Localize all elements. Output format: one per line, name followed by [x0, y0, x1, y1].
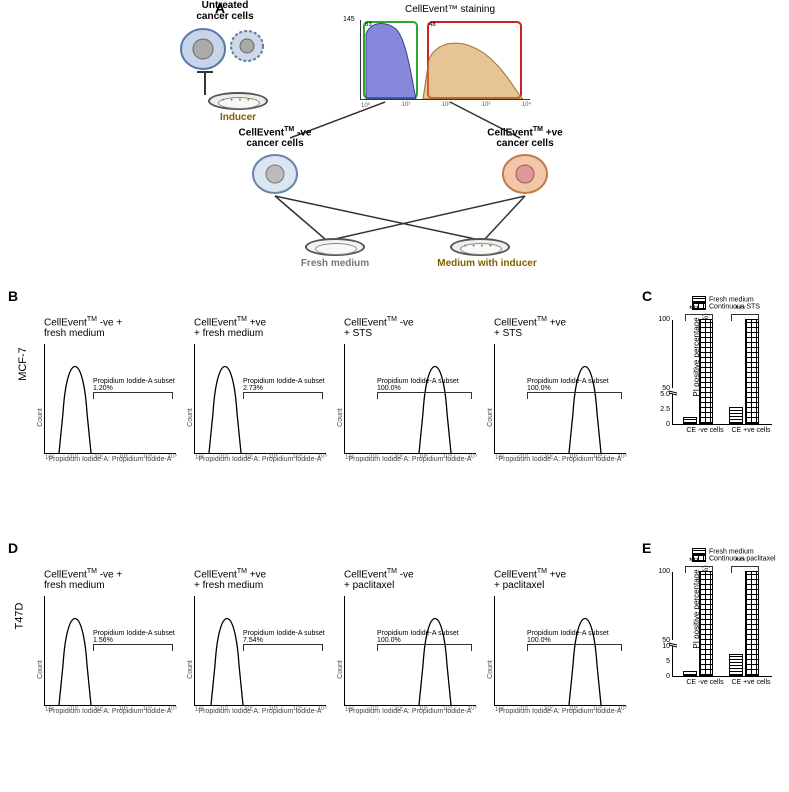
facs-panel: CellEventTM -ve +fresh mediumCountPropid…	[44, 316, 184, 463]
facs-xticks: 10⁰10¹10²10³10⁴10⁵	[495, 706, 627, 713]
gate-bracket	[527, 392, 622, 400]
facs-y-axis: Count	[337, 408, 344, 427]
facs-xticks: 10⁰10¹10²10³10⁴10⁵	[345, 454, 477, 461]
facs-panel: CellEventTM -ve+ STSCountPropidium Iodid…	[344, 316, 484, 463]
facs-plot: CountPropidium Iodide-A subset100.0%10⁰1…	[344, 344, 476, 454]
gate-bracket	[377, 392, 472, 400]
gate-bracket	[527, 644, 622, 652]
bar	[683, 671, 697, 676]
facs-xticks: 10⁰10¹10²10³10⁴10⁵	[195, 706, 327, 713]
facs-panel: CellEventTM +ve+ STSCountPropidium Iodid…	[494, 316, 634, 463]
gate-bracket-label: Propidium Iodide-A subset100.0%	[527, 378, 609, 392]
bar-chart-c: Fresh medium Continuous STS PI positive …	[648, 298, 783, 448]
facs-xticks: 10⁰10¹10²10³10⁴10⁵	[195, 454, 327, 461]
bar	[683, 417, 697, 424]
significance-stars: ***	[689, 304, 700, 314]
facs-plot: CountPropidium Iodide-A subset1.20%10⁰10…	[44, 344, 176, 454]
facs-title: CellEventTM -ve +fresh medium	[44, 568, 184, 594]
facs-panel: CellEventTM -ve +fresh mediumCountPropid…	[44, 568, 184, 715]
facs-y-axis: Count	[37, 408, 44, 427]
untreated-label: Untreatedcancer cells	[180, 0, 270, 22]
inhibitor-arrow-icon	[190, 67, 220, 97]
hist-ymax: 145	[343, 16, 355, 23]
bar-chart-e: Fresh medium Continuous paclitaxel PI po…	[648, 550, 783, 700]
facs-y-axis: Count	[37, 660, 44, 679]
bar	[745, 571, 759, 676]
medium-inducer-label: Medium with inducer	[422, 258, 552, 269]
facs-title: CellEventTM -ve+ paclitaxel	[344, 568, 484, 594]
bar	[729, 654, 743, 677]
facs-panel: CellEventTM -ve+ paclitaxelCountPropidiu…	[344, 568, 484, 715]
facs-xticks: 10⁰10¹10²10³10⁴10⁵	[45, 454, 177, 461]
facs-plot: CountPropidium Iodide-A subset7.54%10⁰10…	[194, 596, 326, 706]
gate-bracket	[243, 644, 323, 652]
neg-cell-label: CellEventTM -vecancer cells	[220, 126, 330, 149]
facs-xticks: 10⁰10¹10²10³10⁴10⁵	[45, 706, 177, 713]
facs-y-axis: Count	[187, 408, 194, 427]
significance-stars: ***	[735, 304, 746, 314]
facs-title: CellEventTM +ve+ STS	[494, 316, 634, 342]
pos-cell-label: CellEventTM +vecancer cells	[470, 126, 580, 149]
row-d-cell-line: T47D	[13, 603, 25, 630]
facs-y-axis: Count	[187, 660, 194, 679]
facs-panel: CellEventTM +ve+ fresh mediumCountPropid…	[194, 568, 334, 715]
cellevent-staining-label: CellEvent™ staining	[385, 4, 515, 15]
row-b-cell-line: MCF-7	[17, 347, 29, 381]
bar	[699, 571, 713, 676]
cellevent-histogram: 145 83 48 10⁰10¹10²10³10⁴	[360, 20, 530, 100]
facs-title: CellEventTM -ve+ STS	[344, 316, 484, 342]
significance-stars: ***	[735, 556, 746, 566]
gate-bracket-label: Propidium Iodide-A subset1.56%	[93, 630, 175, 644]
facs-title: CellEventTM -ve +fresh medium	[44, 316, 184, 342]
inducer-label-top: Inducer	[210, 112, 266, 123]
facs-y-axis: Count	[337, 660, 344, 679]
facs-panel: CellEventTM +ve+ paclitaxelCountPropidiu…	[494, 568, 634, 715]
facs-panel: CellEventTM +ve+ fresh mediumCountPropid…	[194, 316, 334, 463]
gate-bracket-label: Propidium Iodide-A subset100.0%	[377, 378, 459, 392]
gate2-count: 48	[429, 22, 436, 28]
pos-cell-icon	[500, 152, 550, 196]
facs-title: CellEventTM +ve+ fresh medium	[194, 568, 334, 594]
facs-y-axis: Count	[487, 660, 494, 679]
fresh-medium-dish	[305, 238, 365, 256]
gate-bracket	[93, 644, 173, 652]
facs-plot: CountPropidium Iodide-A subset100.0%10⁰1…	[344, 596, 476, 706]
panel-a-diagram: Untreatedcancer cells CellEvent™ stainin…	[160, 2, 640, 272]
inducer-dish-bottom: • • • •	[450, 238, 510, 256]
facs-plot: CountPropidium Iodide-A subset1.56%10⁰10…	[44, 596, 176, 706]
significance-stars: ***	[689, 556, 700, 566]
gate-bracket	[93, 392, 173, 400]
gate-bracket-label: Propidium Iodide-A subset7.54%	[243, 630, 325, 644]
gate-bracket-label: Propidium Iodide-A subset100.0%	[377, 630, 459, 644]
gate-bracket-label: Propidium Iodide-A subset1.20%	[93, 378, 175, 392]
gate-bracket-label: Propidium Iodide-A subset2.73%	[243, 378, 325, 392]
bar	[745, 319, 759, 424]
neg-cell-icon	[250, 152, 300, 196]
facs-title: CellEventTM +ve+ paclitaxel	[494, 568, 634, 594]
facs-y-axis: Count	[487, 408, 494, 427]
facs-xticks: 10⁰10¹10²10³10⁴10⁵	[345, 706, 477, 713]
facs-plot: CountPropidium Iodide-A subset2.73%10⁰10…	[194, 344, 326, 454]
bar	[699, 319, 713, 424]
facs-xticks: 10⁰10¹10²10³10⁴10⁵	[495, 454, 627, 461]
facs-plot: CountPropidium Iodide-A subset100.0%10⁰1…	[494, 344, 626, 454]
cross-lines	[265, 194, 545, 244]
gate1-count: 83	[365, 22, 372, 28]
facs-plot: CountPropidium Iodide-A subset100.0%10⁰1…	[494, 596, 626, 706]
facs-title: CellEventTM +ve+ fresh medium	[194, 316, 334, 342]
gate-bracket-label: Propidium Iodide-A subset100.0%	[527, 630, 609, 644]
fresh-medium-label: Fresh medium	[285, 258, 385, 269]
bar	[729, 407, 743, 424]
gate-bracket	[377, 644, 472, 652]
gate-bracket	[243, 392, 323, 400]
